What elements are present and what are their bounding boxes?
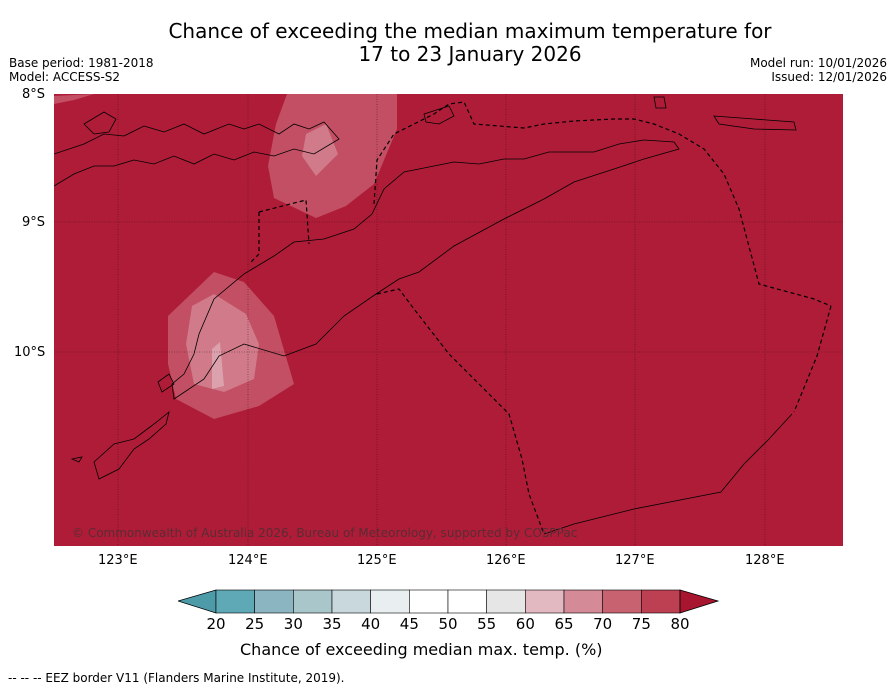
colorbar-tick: 65 [554,615,574,633]
colorbar-tick: 75 [631,615,651,633]
colorbar-over [679,589,720,614]
colorbar-cell [254,589,294,614]
chart-title: Chance of exceeding the median maximum t… [0,20,896,66]
model-run: Model run: 10/01/2026 [749,56,887,70]
colorbar-cell [215,589,255,614]
lon-label: 128°E [745,553,785,568]
base-period: Base period: 1981-2018 [9,56,154,70]
lon-label: 124°E [228,553,268,568]
title-line-1: Chance of exceeding the median maximum t… [168,19,772,43]
colorbar-tick: 20 [206,615,226,633]
colorbar-cell [331,589,371,614]
colorbar-tick: 45 [399,615,419,633]
model-name: Model: ACCESS-S2 [9,70,121,84]
rote-coastline [93,410,170,480]
lon-label: 126°E [486,553,526,568]
copyright-notice: © Commonwealth of Australia 2026, Bureau… [72,526,578,540]
colorbar-cells [215,589,681,614]
coastlines [54,96,797,535]
colorbar-cell [641,589,681,614]
savu-coastline [70,456,83,463]
colorbar-tick: 55 [477,615,497,633]
eez-south [376,288,832,535]
colorbar-cell [370,589,410,614]
colorbar-tick: 30 [283,615,303,633]
colorbar-cell [293,589,333,614]
contour-70-75-nw [54,94,94,104]
colorbar-tick: 50 [438,615,458,633]
wetar-coastline [423,105,455,125]
footnote: -- -- -- EEZ border V11 (Flanders Marine… [8,671,345,685]
colorbar-cell [447,589,487,614]
graticule [54,94,843,546]
colorbar-label: Chance of exceeding median max. temp. (%… [240,640,603,659]
colorbar-cell [563,589,603,614]
colorbar-tick: 60 [515,615,535,633]
colorbar-tick: 35 [322,615,342,633]
alor-coastline [83,111,117,135]
colorbar [178,589,720,614]
timor-coastline [171,139,680,400]
colorbar-tick: 80 [670,615,690,633]
colorbar-cell [525,589,565,614]
colorbar-ticks: 20 25 30 35 40 45 50 55 60 65 70 75 80 [178,615,720,635]
flores-coastline [54,121,340,187]
colorbar-tick: 40 [361,615,381,633]
australia-coast [543,413,793,535]
lon-label: 127°E [615,553,655,568]
issued-date: Issued: 12/01/2026 [771,70,887,84]
lat-label: 10°S [14,345,46,360]
eez-north [248,101,832,307]
colorbar-tick: 25 [245,615,265,633]
probability-contours [54,94,397,419]
title-line-2: 17 to 23 January 2026 [358,42,582,66]
small-island [653,96,667,109]
colorbar-cell [602,589,642,614]
contour-65-70-west [186,294,259,392]
tanimbar-coastline [713,115,797,131]
eez-borders [248,101,832,535]
colorbar-tick: 70 [593,615,613,633]
colorbar-cell [486,589,526,614]
map-panel: © Commonwealth of Australia 2026, Bureau… [54,94,843,546]
lon-label: 125°E [357,553,397,568]
colorbar-cell [409,589,449,614]
colorbar-under [178,589,217,614]
map-svg [54,94,843,546]
lon-label: 123°E [98,553,138,568]
lat-label: 9°S [22,215,46,230]
lat-label: 8°S [22,87,46,102]
contour-60-65-west [212,342,224,389]
semau-coastline [157,373,175,393]
